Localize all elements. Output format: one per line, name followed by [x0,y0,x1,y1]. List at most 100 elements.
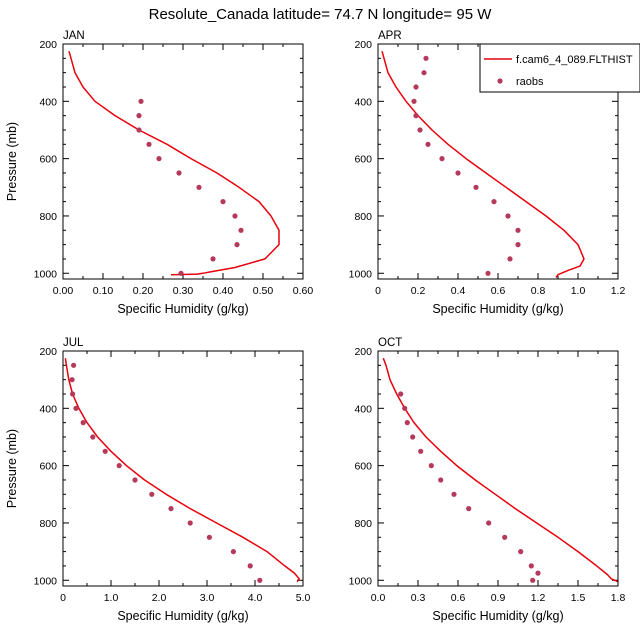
legend-obs-label: raobs [516,76,544,88]
y-axis-label: Pressure (mb) [5,429,19,508]
x-tick-label: 1.0 [571,285,586,297]
raobs-point [486,520,492,526]
y-tick-label: 1000 [34,268,58,280]
y-axis-label: Pressure (mb) [5,122,19,201]
raobs-point [232,213,238,219]
x-tick-label: 1.2 [611,285,626,297]
x-tick-label: 0 [375,285,381,297]
x-axis-label: Specific Humidity (g/kg) [432,609,563,623]
raobs-point [423,55,429,61]
panel-title-oct: OCT [378,337,402,349]
raobs-point [485,270,491,276]
raobs-point [473,184,479,190]
x-tick-label: 0.4 [451,285,466,297]
raobs-point [438,477,444,483]
model-line-apr [381,50,585,279]
y-tick-label: 200 [39,39,57,51]
x-tick-label: 1.0 [104,592,119,604]
y-tick-label: 1000 [349,575,373,587]
raobs-point [70,391,76,397]
raobs-point [257,577,263,583]
raobs-point [146,141,152,147]
raobs-point [206,534,212,540]
raobs-point [413,84,419,90]
x-tick-label: 0.40 [213,285,234,297]
raobs-point [136,127,142,133]
panel-apr: 0 0.2 0.4 0.6 0.8 1.0 1.2 200 400 600 800 1000 APR Sp… [349,30,626,316]
raobs-point [502,534,508,540]
x-tick-label: 0.30 [173,285,194,297]
model-line-oct [382,357,619,583]
y-tick-label: 800 [39,211,57,223]
panel-jan: 0.00 0.10 0.20 0.30 0.40 0.50 0.60 200 400 600 800… [5,30,313,316]
x-tick-label: 0 [60,592,66,604]
raobs-point [404,420,410,426]
x-tick-label: 0.6 [451,592,466,604]
raobs-point [417,127,423,133]
raobs-point [138,98,144,104]
raobs-point [530,577,536,583]
y-tick-label: 200 [354,346,372,358]
x-tick-label: 4.0 [248,592,263,604]
raobs-point [210,256,216,262]
raobs-point [411,98,417,104]
x-tick-label: 2.0 [152,592,167,604]
raobs-point [451,491,457,497]
raobs-point [90,434,96,440]
plot-frame-oct [377,350,619,587]
raobs-point [507,256,513,262]
plot-frame-jul [62,350,304,587]
panel-jul: 0 1.0 2.0 3.0 4.0 5.0 200 400 600 800 1000 JUL Speci… [5,337,310,623]
x-tick-label: 0.50 [253,285,274,297]
panel-group: 0.00 0.10 0.20 0.30 0.40 0.50 0.60200400600800… [5,30,625,623]
raobs-point [132,477,138,483]
x-tick-label: 0.8 [531,285,546,297]
panel-title-jan: JAN [63,30,85,42]
model-line-jan [68,50,280,276]
y-tick-label: 400 [39,96,57,108]
figure-title: Resolute_Canada latitude= 74.7 N longitu… [149,6,493,23]
legend-model-label: f.cam6_4_089.FLTHIST [516,54,633,66]
model-line-jul [64,358,300,583]
y-tick-label: 800 [354,211,372,223]
y-tick-label: 200 [39,346,57,358]
y-tick-label: 400 [354,403,372,415]
raobs-point [71,362,77,368]
raobs-point [528,563,534,569]
x-tick-label: 0.0 [371,592,386,604]
raobs-point [116,463,122,469]
x-tick-label: 0.6 [491,285,506,297]
y-tick-label: 600 [354,154,372,166]
x-tick-label: 0.3 [411,592,426,604]
x-axis-label: Specific Humidity (g/kg) [432,302,563,316]
y-tick-label: 600 [354,461,372,473]
x-axis-label: Specific Humidity (g/kg) [117,609,248,623]
raobs-point [410,434,416,440]
raobs-point [156,156,162,162]
y-tick-label: 200 [354,39,372,51]
raobs-point [515,227,521,233]
raobs-point [428,463,434,469]
y-tick-label: 400 [354,96,372,108]
raobs-point [176,170,182,176]
raobs-point [234,242,240,248]
raobs-point [247,563,253,569]
legend-obs-marker-icon [497,78,503,84]
raobs-point [73,405,79,411]
raobs-point [413,113,419,119]
raobs-point [466,506,472,512]
x-axis-label: Specific Humidity (g/kg) [117,302,248,316]
x-tick-label: 0.9 [491,592,506,604]
raobs-point [455,170,461,176]
y-tick-label: 600 [39,461,57,473]
raobs-point [220,199,226,205]
panel-oct: 0.0 0.3 0.6 0.9 1.2 1.5 1.8 200 400 600 800 1000 OCT… [349,337,626,623]
plot-frame-jan [62,43,304,280]
raobs-point [187,520,193,526]
raobs-point [402,405,408,411]
y-tick-label: 1000 [349,268,373,280]
raobs-point [398,391,404,397]
x-tick-label: 0.60 [293,285,314,297]
raobs-point [149,491,155,497]
